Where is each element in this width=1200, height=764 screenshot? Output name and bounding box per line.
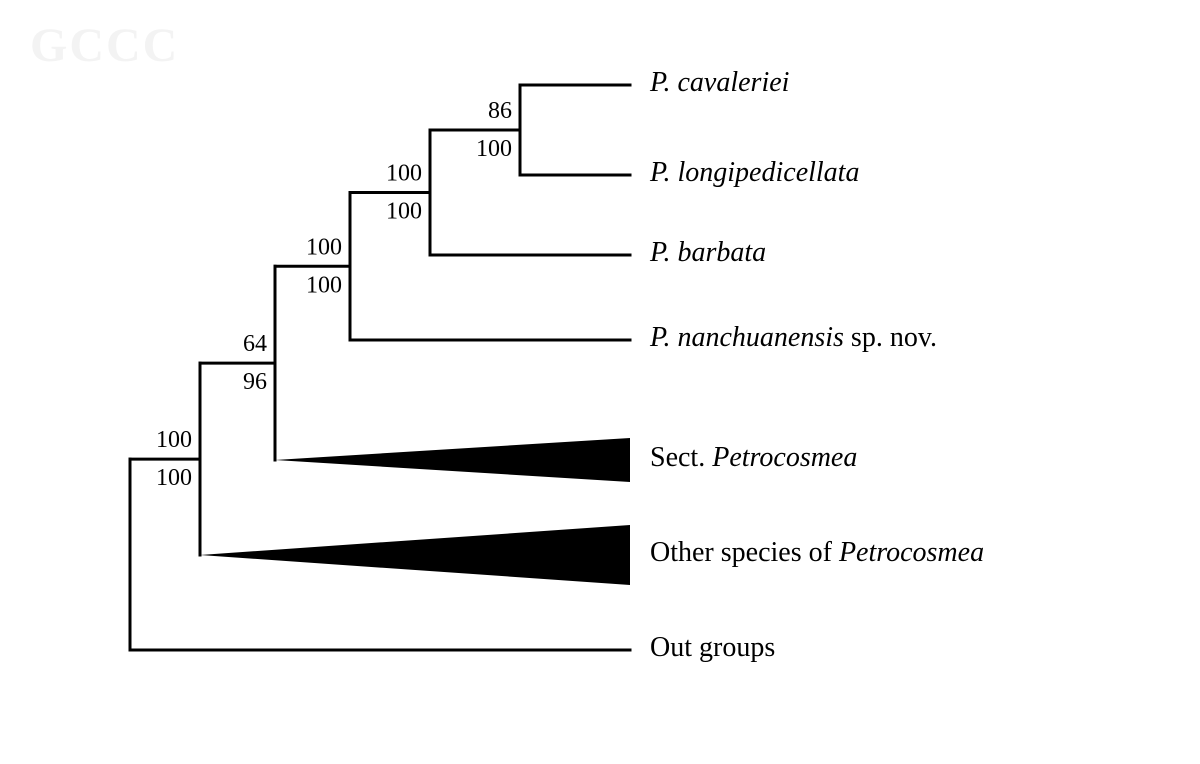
support-n3-top: 100	[306, 234, 342, 260]
label-nanchuanensis: P. nanchuanensis sp. nov.	[649, 322, 937, 353]
label-sect-petrocosmea: Sect. Petrocosmea	[650, 442, 857, 473]
support-n3-bottom: 100	[306, 272, 342, 298]
support-n4-bottom: 100	[386, 199, 422, 225]
clade-other-species	[200, 525, 630, 585]
support-n5-top: 86	[488, 98, 512, 124]
support-n2-bottom: 96	[243, 369, 267, 395]
label-other-species: Other species of Petrocosmea	[650, 537, 984, 568]
support-n1-bottom: 100	[156, 465, 192, 491]
support-n4-top: 100	[386, 161, 422, 187]
phylogenetic-tree: 86 100 100 100 100 100 64 96 100 100 P. cavaleriei…	[0, 0, 1200, 764]
support-n2-top: 64	[243, 331, 267, 357]
support-n1-top: 100	[156, 427, 192, 453]
watermark: GCCC	[30, 18, 179, 73]
clade-sect-petrocosmea	[275, 438, 630, 482]
label-out-groups: Out groups	[650, 632, 775, 663]
label-cavaleriei: P. cavaleriei	[649, 67, 789, 98]
label-barbata: P. barbata	[649, 237, 766, 268]
support-n5-bottom: 100	[476, 136, 512, 162]
label-longipedicellata: P. longipedicellata	[649, 157, 859, 188]
